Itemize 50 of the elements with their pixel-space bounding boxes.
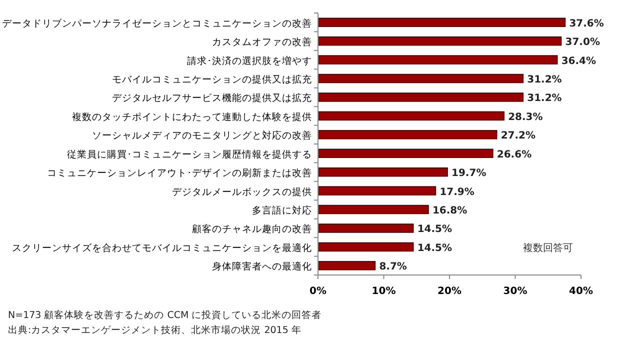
bar	[318, 130, 498, 140]
bar	[318, 148, 494, 158]
y-tick-label: デジタルセルフサービス機能の提供又は拡充	[112, 92, 312, 104]
bar	[318, 55, 558, 64]
bar	[318, 111, 504, 121]
data-label: 28.3%	[508, 112, 543, 123]
annotation: 複数回答可	[523, 242, 574, 254]
data-label: 31.2%	[527, 93, 562, 104]
data-label: 37.0%	[565, 37, 600, 48]
bar	[318, 204, 429, 214]
y-tick-label: 身体障害者への最適化	[212, 260, 312, 273]
data-label: 27.2%	[500, 130, 536, 142]
y-tick-label: スクリーンサイズを合わせてモバイルコミュニケーションを最適化	[12, 242, 312, 254]
y-tick-label: 複数のタッチポイントにわたって連動した体験を提供	[72, 110, 312, 123]
bar	[318, 242, 414, 252]
data-label: 14.5%	[417, 224, 452, 236]
data-label: 31.2%	[527, 74, 562, 86]
bar	[318, 261, 376, 270]
y-tick-label: 多言語に対応	[252, 204, 312, 216]
y-tick-label: コミュニケーションレイアウト･デザインの刷新または改善	[47, 167, 312, 180]
x-tick-label: 10%	[372, 286, 396, 297]
bar	[318, 36, 562, 46]
y-tick-label: 顧客のチャネル趣向の改善	[192, 223, 312, 236]
y-tick-label: カスタムオファの改善	[212, 36, 312, 48]
bar	[318, 18, 566, 27]
y-tick-label: 従業員に購買･コミュニケーション履歴情報を提供する	[67, 148, 312, 160]
data-label: 36.4%	[561, 56, 596, 67]
bar	[318, 224, 414, 233]
y-tick-label: データドリブンパーソナライゼーションとコミュニケーションの改善	[2, 17, 312, 30]
y-tick-label: ソーシャルメディアのモニタリングと対応の改善	[92, 130, 312, 142]
x-tick-label: 40%	[569, 286, 593, 297]
x-tick-label: 30%	[503, 286, 528, 297]
data-label: 8.7%	[379, 262, 407, 273]
bar	[318, 167, 448, 177]
data-label: 19.7%	[452, 168, 486, 180]
data-label: 26.6%	[496, 149, 532, 160]
data-label: 37.6%	[569, 18, 604, 30]
bar	[318, 92, 524, 102]
bar	[318, 186, 436, 196]
y-tick-label: 請求･決済の選択肢を増やす	[187, 54, 312, 67]
x-tick-label: 20%	[438, 286, 462, 297]
data-label: 17.9%	[440, 186, 474, 198]
data-label: 14.5%	[417, 242, 452, 254]
bar	[318, 74, 524, 84]
y-tick-label: モバイルコミュニケーションの提供又は拡充	[112, 74, 312, 86]
text: N=173 顧客体験を改善するための CCM に投資している北米の回答者	[8, 309, 322, 321]
y-tick-label: デジタルメールボックスの提供	[172, 186, 312, 198]
data-label: 16.8%	[432, 206, 468, 216]
source-note: 出典:カスタマーエンゲージメント技術、北米市場の状況 2015 年	[8, 324, 302, 336]
x-tick-label: 0%	[310, 286, 326, 297]
